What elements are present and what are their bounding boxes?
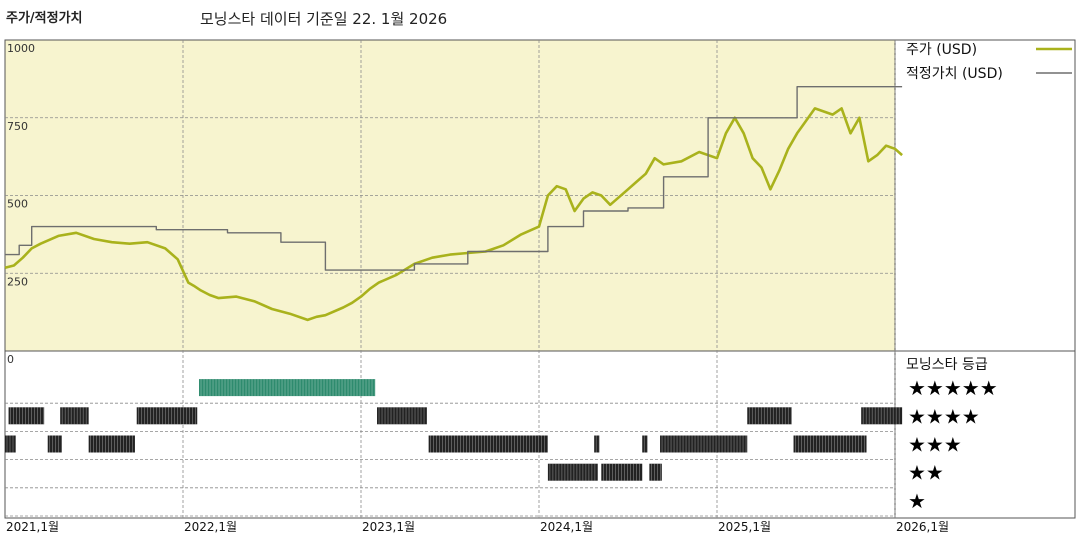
rating-bar	[377, 407, 427, 425]
rating-bar	[547, 463, 598, 481]
legend-label: 주가 (USD)	[906, 42, 977, 58]
rating-bar	[649, 463, 662, 481]
rating-bar	[861, 407, 903, 425]
legend: 주가 (USD) 적정가치 (USD)	[906, 42, 1072, 82]
price-line	[4, 107, 903, 322]
rating-bar	[88, 435, 135, 453]
rating-bar	[199, 379, 376, 397]
y-tick-label: 500	[7, 198, 28, 211]
legend-label: 적정가치 (USD)	[906, 66, 1003, 82]
rating-legend-stars: ★	[908, 489, 926, 513]
y-tick-label: 750	[7, 120, 28, 133]
chart-title: 주가/적정가치	[6, 11, 83, 26]
x-tick-label: 2024,1월	[540, 520, 593, 534]
x-tick-label: 2022,1월	[184, 520, 237, 534]
x-tick-labels: 2021,1월 2022,1월 2023,1월 2024,1월 2025,1월 2026,…	[6, 520, 949, 534]
y-tick-label: 250	[7, 275, 28, 288]
y-tick-labels: 0 250 500 750 1000	[7, 42, 35, 366]
rating-bars	[5, 379, 903, 481]
rating-bar	[136, 407, 198, 425]
y-tick-label: 1000	[7, 42, 35, 55]
rating-bar	[793, 435, 867, 453]
x-tick-label: 2025,1월	[718, 520, 771, 534]
rating-bar	[601, 463, 643, 481]
rating-bar	[660, 435, 748, 453]
rating-legend-stars: ★★★★	[908, 404, 980, 428]
grid-lines	[5, 40, 896, 518]
rating-bar	[642, 435, 648, 453]
rating-legend-stars: ★★	[908, 461, 944, 485]
rating-bar	[47, 435, 62, 453]
fair-value-line	[5, 85, 903, 271]
rating-legend: 모닝스타 등급★★★★★★★★★★★★★★★	[906, 357, 998, 513]
plot-frame	[4, 39, 1076, 519]
rating-bar	[747, 407, 792, 425]
chart-subtitle: 모닝스타 데이터 기준일 22. 1월 2026	[200, 10, 448, 28]
rating-legend-title: 모닝스타 등급	[906, 357, 988, 373]
rating-bar	[428, 435, 548, 453]
rating-bar	[5, 435, 16, 453]
x-tick-label: 2026,1월	[896, 520, 949, 534]
series-lines	[4, 85, 903, 322]
rating-bar	[60, 407, 89, 425]
rating-bar	[594, 435, 600, 453]
x-tick-label: 2023,1월	[362, 520, 415, 534]
x-tick-label: 2021,1월	[6, 520, 59, 534]
y-tick-label: 0	[7, 353, 14, 366]
rating-legend-stars: ★★★	[908, 433, 962, 457]
rating-legend-stars: ★★★★★	[908, 376, 998, 400]
rating-bar	[8, 407, 45, 425]
